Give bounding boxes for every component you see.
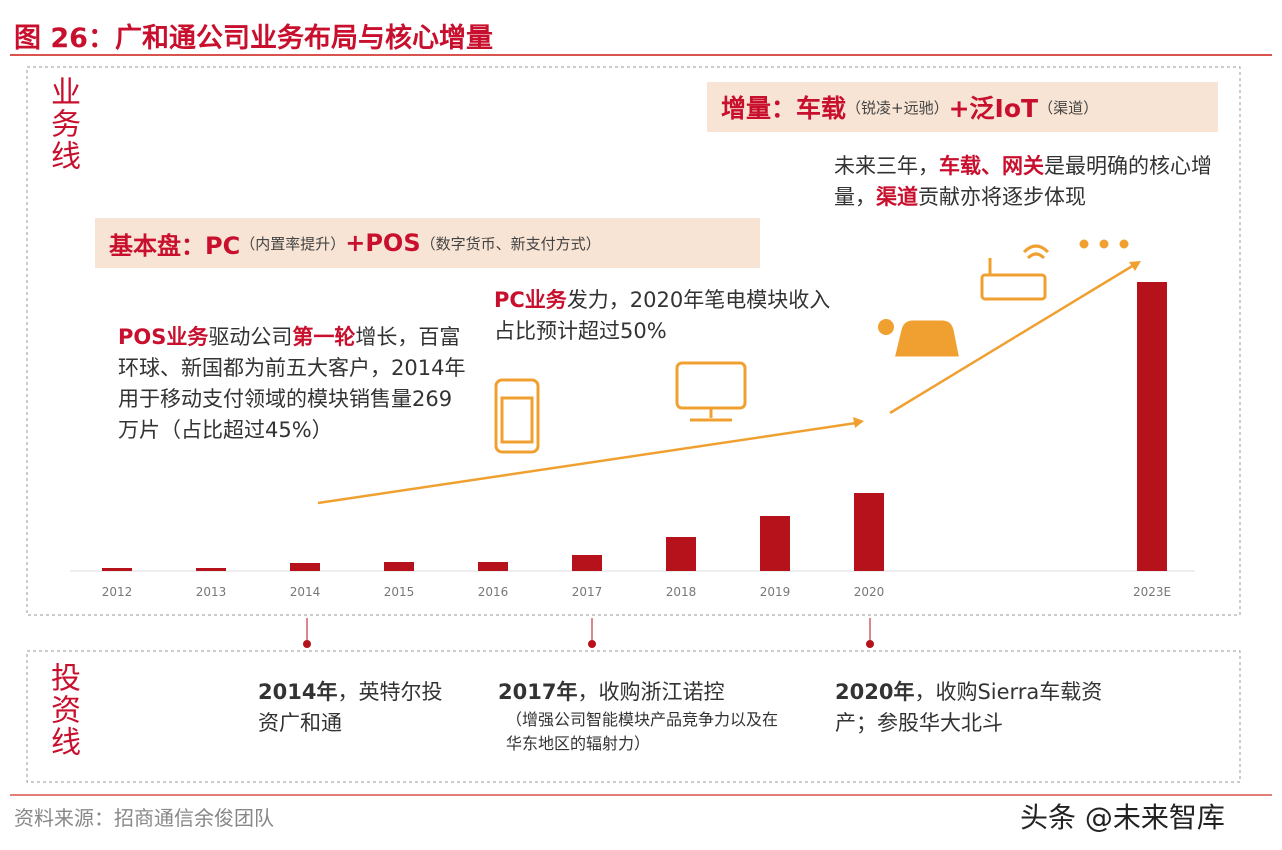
bar bbox=[384, 562, 414, 571]
text: 是最明确的核心增量， bbox=[834, 154, 1212, 209]
bar bbox=[102, 568, 132, 571]
x-tick-label: 2014 bbox=[290, 585, 321, 599]
x-tick-label: 2018 bbox=[666, 585, 697, 599]
text: PC业务 bbox=[494, 288, 567, 312]
business-frame bbox=[26, 66, 1241, 616]
x-tick-label: 2017 bbox=[572, 585, 603, 599]
bar bbox=[290, 563, 320, 571]
text: 2020年 bbox=[835, 680, 915, 704]
x-tick-label: 2019 bbox=[760, 585, 791, 599]
text: 未来三年， bbox=[834, 154, 939, 178]
x-tick-label: 2012 bbox=[102, 585, 133, 599]
bar bbox=[1137, 282, 1167, 571]
text: 2017年 bbox=[498, 680, 578, 704]
text: 2014年 bbox=[258, 680, 338, 704]
text: 发力，2020年笔电模块收入占比预计超过50% bbox=[494, 288, 831, 343]
title: 图 26：广和通公司业务布局与核心增量 bbox=[14, 23, 493, 54]
text: 增长，百富环球、新国都为前五大客户，2014年用于移动支付领域的模块销售量269… bbox=[118, 325, 466, 442]
text: （内置率提升） bbox=[240, 234, 346, 253]
x-tick-label: 2020 bbox=[854, 585, 885, 599]
x-tick-label: 2013 bbox=[196, 585, 227, 599]
text: POS业务 bbox=[118, 325, 209, 349]
text: ，收购浙江诺控 bbox=[577, 680, 725, 704]
x-tick-label: 2016 bbox=[478, 585, 509, 599]
text: （增强公司智能模块产品竞争力以及在华东地区的辐射力） bbox=[506, 710, 779, 753]
text: 渠道 bbox=[876, 185, 918, 209]
event: 2020年，收购Sierra车载资产；参股华大北斗 bbox=[835, 677, 1105, 739]
bar bbox=[572, 555, 602, 571]
text: （渠道） bbox=[1038, 98, 1099, 117]
text: （锐凌+远驰） bbox=[846, 98, 949, 117]
text: 驱动公司 bbox=[208, 325, 293, 349]
pos-note: POS业务驱动公司第一轮增长，百富环球、新国都为前五大客户，2014年用于移动支… bbox=[118, 322, 468, 446]
text: ，英特尔投资广和通 bbox=[258, 680, 443, 735]
text: +泛IoT bbox=[948, 94, 1039, 123]
x-tick-label: 2023E bbox=[1133, 585, 1171, 599]
text: 第一轮 bbox=[292, 325, 356, 349]
increment-box: 增量：车载 （锐凌+远驰） +泛IoT （渠道） bbox=[707, 82, 1218, 132]
trend-arrows bbox=[317, 261, 1141, 505]
investment-label: 投资线 bbox=[45, 662, 80, 758]
watermark: 头条 @未来智库 bbox=[1020, 801, 1225, 834]
bar bbox=[196, 568, 226, 571]
future-note: 未来三年，车载、网关是最明确的核心增量，渠道贡献亦将逐步体现 bbox=[834, 151, 1214, 213]
business-label: 业务线 bbox=[45, 76, 80, 172]
pc-note: PC业务发力，2020年笔电模块收入占比预计超过50% bbox=[494, 285, 834, 347]
text: ，收购Sierra车载资产；参股华大北斗 bbox=[835, 680, 1103, 735]
investment-frame bbox=[26, 650, 1241, 783]
bar bbox=[854, 493, 884, 571]
text: 车载、网关 bbox=[939, 154, 1044, 178]
text: （数字货币、新支付方式） bbox=[420, 234, 601, 253]
source: 资料来源：招商通信余俊团队 bbox=[14, 806, 274, 830]
bar bbox=[478, 562, 508, 571]
event: 2017年，收购浙江诺控 （增强公司智能模块产品竞争力以及在华东地区的辐射力） bbox=[498, 677, 788, 756]
text: 增量：车载 bbox=[721, 94, 847, 123]
event: 2014年，英特尔投资广和通 bbox=[258, 677, 448, 739]
x-tick-label: 2015 bbox=[384, 585, 415, 599]
bar bbox=[666, 537, 696, 571]
text: +POS bbox=[345, 229, 421, 257]
icons bbox=[494, 239, 1129, 454]
text: 基本盘：PC bbox=[109, 231, 241, 260]
base-box: 基本盘：PC （内置率提升） +POS （数字货币、新支付方式） bbox=[95, 218, 760, 268]
timeline-pins bbox=[303, 618, 874, 648]
bar bbox=[760, 516, 790, 571]
text: 贡献亦将逐步体现 bbox=[918, 185, 1086, 209]
